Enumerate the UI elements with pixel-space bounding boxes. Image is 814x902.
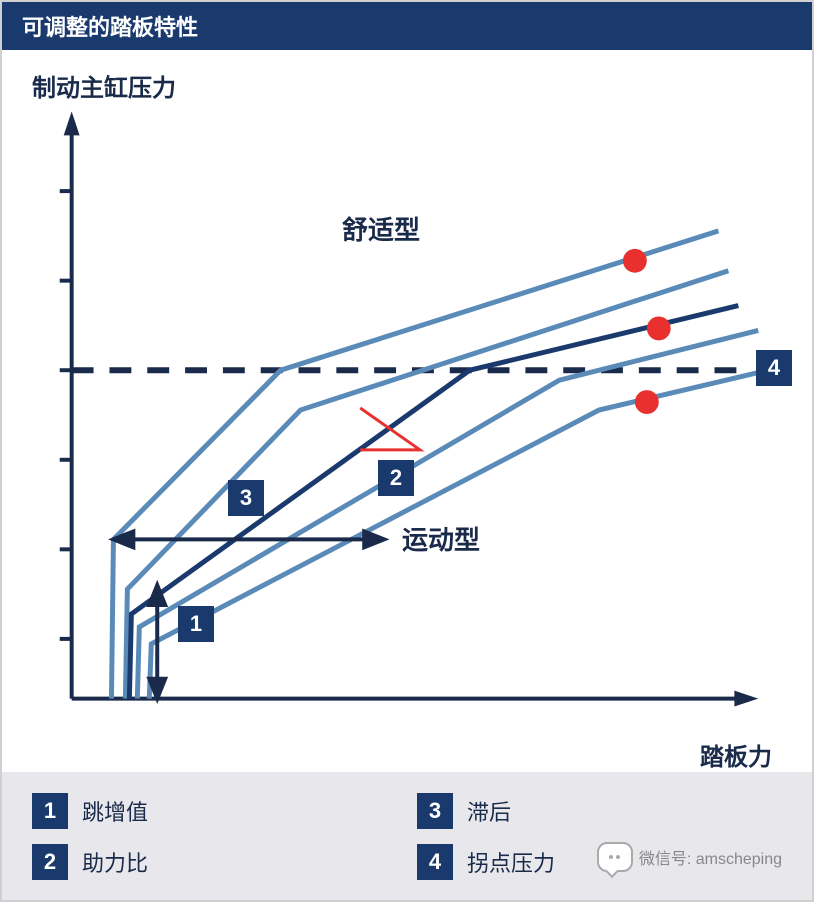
legend-item: 2 助力比 [32,843,397,880]
watermark: 微信号: amscheping [597,842,782,872]
marker-box-2: 2 [378,460,414,496]
legend-label: 跳增值 [82,795,148,827]
wechat-icon [597,842,633,872]
red-dot [647,316,671,340]
legend-item: 3 滞后 [417,792,782,829]
header-title: 可调整的踏板特性 [22,15,198,40]
chart-svg [2,50,812,780]
red-dot [635,390,659,414]
marker-box-4: 4 [756,350,792,386]
marker-box-3: 3 [228,480,264,516]
legend-label: 滞后 [467,795,511,827]
comfort-label: 舒适型 [342,210,420,247]
x-axis-label: 踏板力 [700,737,772,772]
legend-num: 3 [417,793,453,829]
legend-item: 1 跳增值 [32,792,397,829]
watermark-text: 微信号: amscheping [639,845,782,869]
curve-comfort-lower [125,271,728,699]
chart-container: 可调整的踏板特性 制动主缸压力 [0,0,814,902]
red-dot [623,249,647,273]
chart-area: 制动主缸压力 [2,50,812,780]
legend-label: 助力比 [82,846,148,878]
legend-label: 拐点压力 [467,846,555,878]
sport-label: 运动型 [402,520,480,557]
legend-num: 2 [32,844,68,880]
legend-area: 1 跳增值 3 滞后 2 助力比 4 拐点压力 [2,772,812,900]
marker-box-1: 1 [178,606,214,642]
legend-num: 1 [32,793,68,829]
legend-num: 4 [417,844,453,880]
header-bar: 可调整的踏板特性 [2,2,812,50]
